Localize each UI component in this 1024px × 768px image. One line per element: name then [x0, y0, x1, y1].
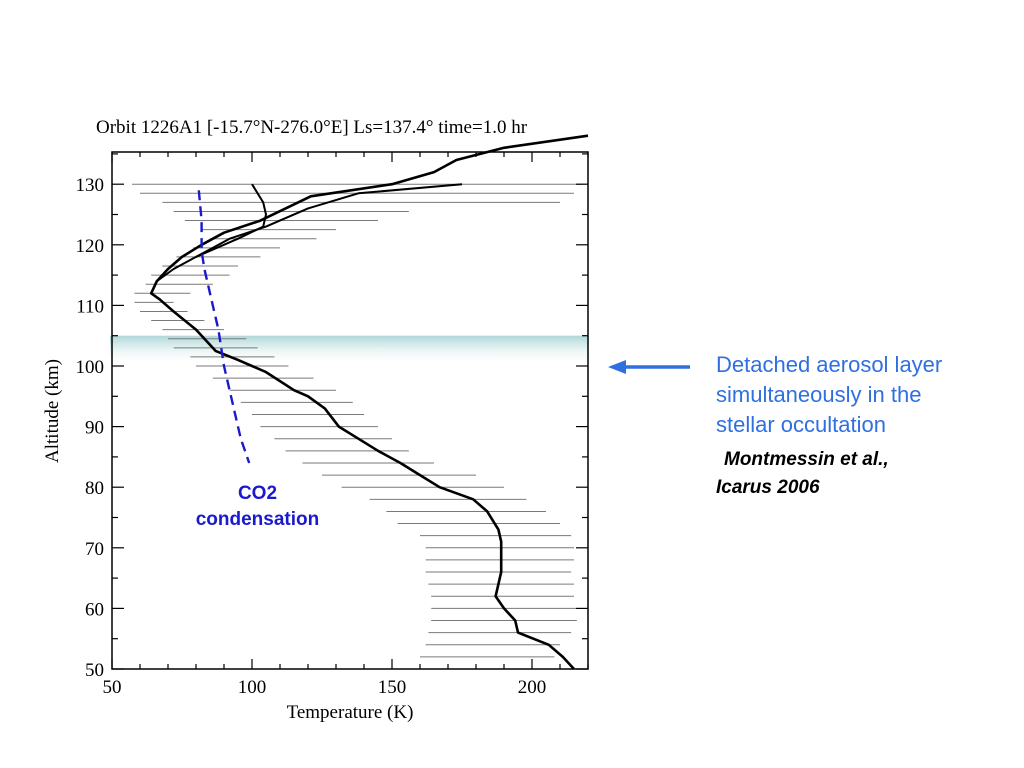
- co2-condensation-label: CO2 condensation: [180, 481, 335, 533]
- co2-condensation-curve: [197, 190, 251, 464]
- y-tick-label: 130: [76, 175, 105, 196]
- temperature-profile-line: [149, 134, 589, 670]
- aerosol-note: Detached aerosol layer simultaneously in…: [716, 350, 1016, 440]
- plot-frame: [111, 151, 589, 670]
- citation: Montmessin et al., Icarus 2006: [716, 446, 996, 502]
- y-tick-label: 80: [85, 478, 104, 499]
- temperature-profile-line: [195, 183, 267, 258]
- aerosol-layer-band: [110, 335, 588, 363]
- x-tick-label: 150: [378, 677, 407, 698]
- y-axis-label: Altitude (km): [42, 359, 63, 463]
- co2-label-line-2: condensation: [195, 509, 320, 530]
- citation-line-1: Montmessin et al.,: [724, 449, 889, 470]
- co2-label-line-1: CO2: [237, 483, 278, 504]
- y-tick-label: 110: [76, 296, 104, 317]
- citation-line-2: Icarus 2006: [716, 477, 820, 498]
- y-tick-label: 90: [85, 418, 104, 439]
- x-axis-label: Temperature (K): [287, 702, 414, 723]
- pointer-arrow-head: [608, 360, 626, 374]
- chart-title: Orbit 1226A1 [-15.7°N-276.0°E] Ls=137.4°…: [96, 117, 528, 138]
- y-tick-label: 120: [76, 236, 105, 257]
- y-tick-label: 50: [85, 660, 104, 681]
- y-tick-label: 70: [85, 539, 104, 560]
- aerosol-note-line-1: Detached aerosol layer: [716, 352, 943, 377]
- x-tick-label: 50: [103, 677, 122, 698]
- aerosol-note-line-3: stellar occultation: [716, 412, 886, 437]
- x-tick-label: 200: [518, 677, 547, 698]
- x-tick-label: 100: [238, 677, 267, 698]
- temperature-profile-line: [156, 183, 463, 283]
- y-tick-label: 60: [85, 599, 104, 620]
- aerosol-note-line-2: simultaneously in the: [716, 382, 922, 407]
- y-tick-label: 100: [76, 357, 105, 378]
